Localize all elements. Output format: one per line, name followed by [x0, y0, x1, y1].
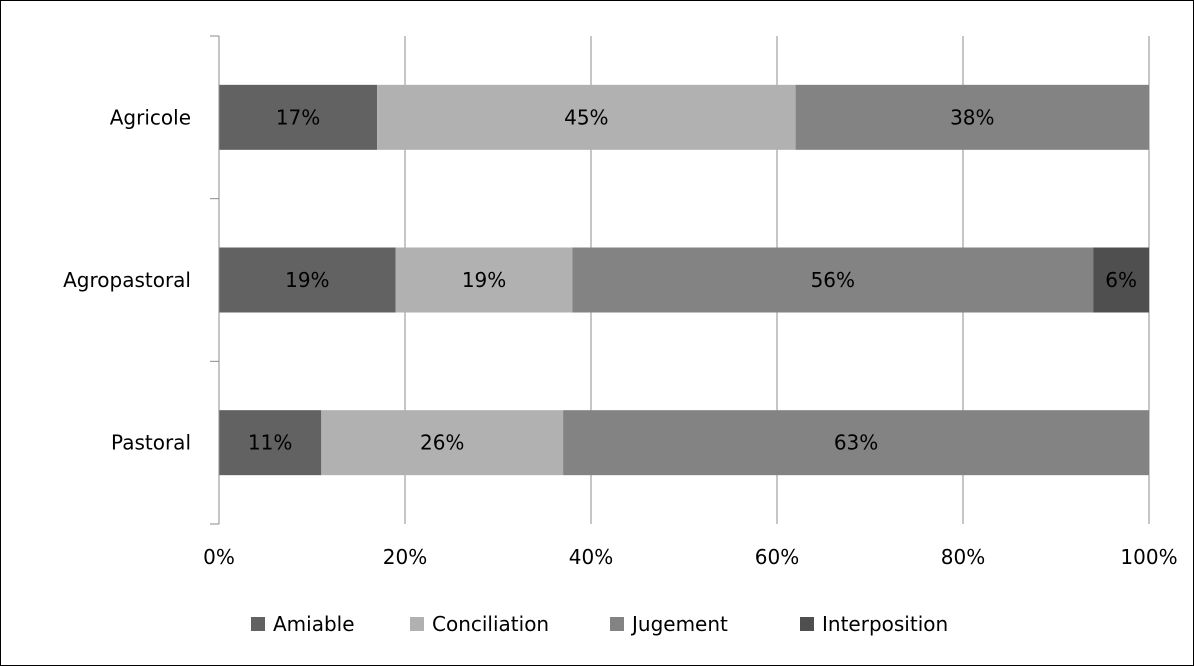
- bars: [219, 84, 1149, 476]
- x-tick-label: 60%: [755, 545, 799, 569]
- legend-swatch: [800, 617, 814, 631]
- data-label: 17%: [276, 105, 320, 129]
- bar-segment: [377, 84, 796, 150]
- bar-segment: [563, 410, 1149, 476]
- labels: 0% 20% 40% 60% 80% 100% 17% 45% 38% Agricole 19% 19…: [63, 105, 1177, 569]
- legend: Amiable Conciliation Jugement Interposition: [251, 612, 948, 636]
- data-label: 38%: [950, 105, 994, 129]
- category-label: Agricole: [110, 105, 191, 129]
- legend-label: Interposition: [822, 612, 948, 636]
- bar-segment: [795, 84, 1149, 150]
- data-label: 19%: [285, 268, 329, 292]
- x-tick-label: 80%: [941, 545, 985, 569]
- data-label: 45%: [564, 105, 608, 129]
- legend-label: Jugement: [630, 612, 728, 636]
- category-label: Pastoral: [111, 431, 191, 455]
- bar-segment: [219, 247, 396, 313]
- legend-swatch: [410, 617, 424, 631]
- data-label: 19%: [462, 268, 506, 292]
- data-label: 56%: [811, 268, 855, 292]
- x-tick-label: 20%: [383, 545, 427, 569]
- bar-segment: [572, 247, 1094, 313]
- bar-segment: [219, 84, 378, 150]
- legend-label: Amiable: [273, 612, 355, 636]
- data-label: 63%: [834, 431, 878, 455]
- axes: [210, 35, 220, 525]
- bar-segment: [395, 247, 573, 313]
- bar-segment: [1093, 247, 1149, 313]
- data-label: 26%: [420, 431, 464, 455]
- x-tick-label: 0%: [203, 545, 235, 569]
- x-tick-label: 40%: [569, 545, 613, 569]
- legend-swatch: [251, 617, 265, 631]
- legend-swatch: [610, 617, 624, 631]
- data-label: 11%: [248, 431, 292, 455]
- bar-segment: [321, 410, 564, 476]
- bar-segment: [219, 410, 322, 476]
- x-tick-label: 100%: [1120, 545, 1177, 569]
- legend-label: Conciliation: [432, 612, 549, 636]
- category-label: Agropastoral: [63, 268, 191, 292]
- data-label: 6%: [1105, 268, 1137, 292]
